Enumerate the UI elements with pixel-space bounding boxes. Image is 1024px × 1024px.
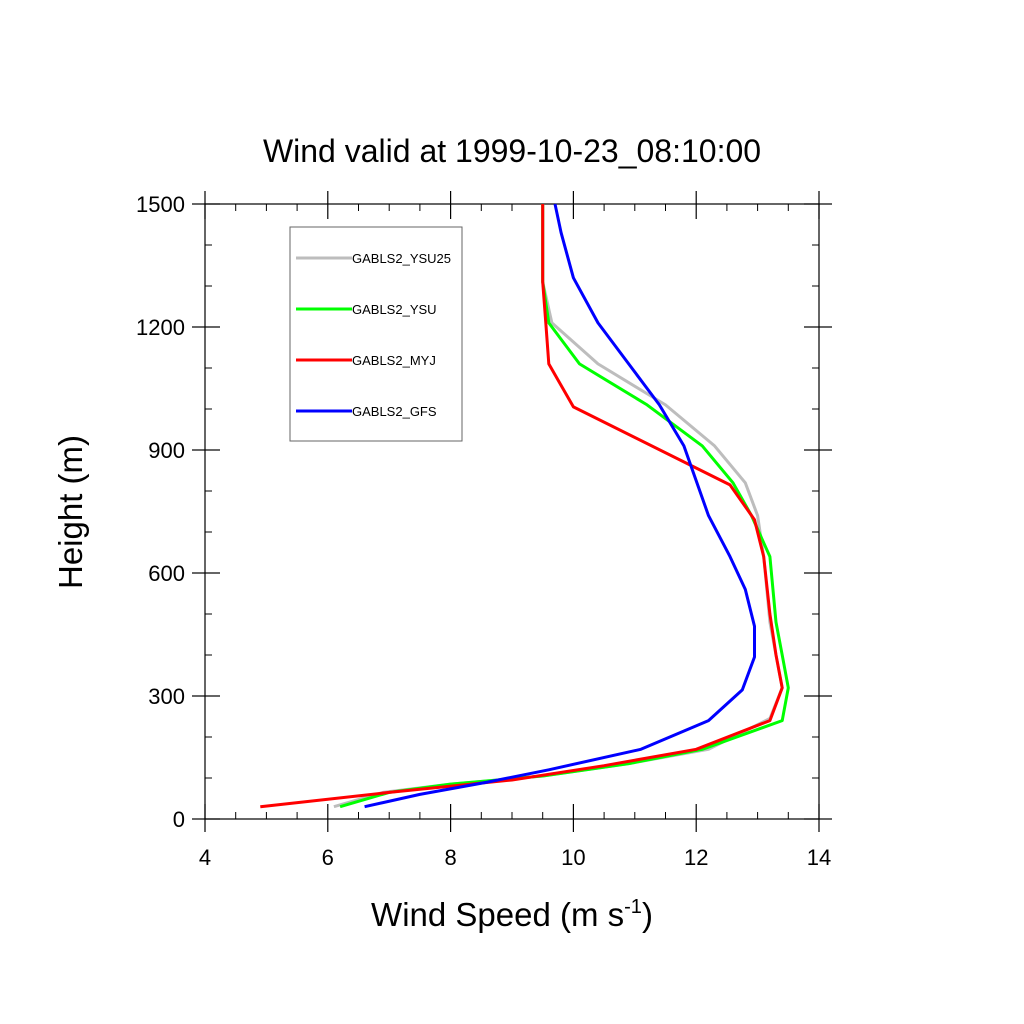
y-tick-label: 900 [148,438,185,463]
x-tick-labels: 4 6 8 10 12 14 [199,845,831,870]
legend-label: GABLS2_YSU [352,302,437,317]
x-axis-title-main: Wind Speed (m s [371,896,624,933]
series-line-gabls2-gfs [364,203,756,809]
x-tick-label: 10 [561,845,585,870]
series-lines [260,203,790,809]
y-tick-label: 1500 [136,192,185,217]
plot-area [192,191,832,832]
x-tick-label: 4 [199,845,211,870]
series-line-gabls2-myj [260,204,784,809]
x-axis-title: Wind Speed (m s-1) [371,896,653,933]
y-tick-label: 300 [148,684,185,709]
y-axis-title: Height (m) [52,435,89,589]
y-tick-label: 0 [173,807,185,832]
legend-box [289,226,463,442]
x-tick-label: 6 [322,845,334,870]
x-tick-label: 8 [444,845,456,870]
x-axis-title-end: ) [642,896,653,933]
legend-label: GABLS2_GFS [352,404,437,419]
y-tick-label: 1200 [136,315,185,340]
y-tick-labels: 0 300 600 900 1200 1500 [136,192,185,832]
x-axis-title-superscript: -1 [624,896,642,918]
legend-label: GABLS2_YSU25 [352,251,451,266]
minor-ticks [205,204,819,819]
legend-label: GABLS2_MYJ [352,353,436,368]
x-tick-label: 12 [684,845,708,870]
major-ticks [192,191,832,832]
x-tick-label: 14 [807,845,831,870]
chart-title: Wind valid at 1999-10-23_08:10:00 [263,133,761,169]
legend: GABLS2_YSU25 GABLS2_YSU GABLS2_MYJ GABLS2_G… [289,226,463,442]
y-tick-label: 600 [148,561,185,586]
